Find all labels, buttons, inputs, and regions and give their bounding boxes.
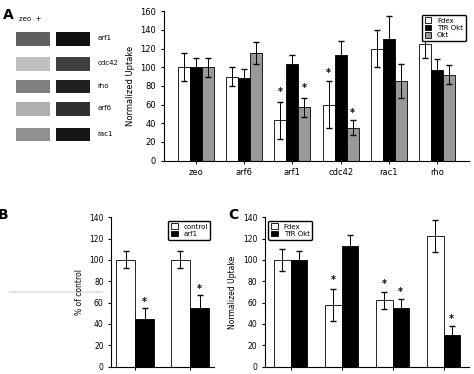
Bar bbox=[135, 319, 155, 367]
Text: *: * bbox=[382, 279, 387, 289]
Text: C: C bbox=[228, 208, 238, 222]
Bar bbox=[431, 70, 443, 160]
Y-axis label: % of control: % of control bbox=[74, 269, 83, 315]
Bar bbox=[325, 305, 342, 367]
Bar bbox=[190, 67, 202, 160]
Bar bbox=[443, 75, 456, 160]
Bar bbox=[286, 64, 299, 160]
Y-axis label: Normalized Uptake: Normalized Uptake bbox=[126, 46, 135, 126]
Bar bbox=[419, 44, 431, 160]
Bar bbox=[226, 77, 238, 160]
FancyBboxPatch shape bbox=[16, 32, 50, 46]
Text: B: B bbox=[0, 208, 9, 222]
Bar bbox=[291, 260, 307, 367]
Bar bbox=[371, 49, 383, 160]
Bar bbox=[376, 300, 392, 367]
Text: *: * bbox=[350, 108, 355, 117]
Bar bbox=[392, 308, 409, 367]
Text: rho: rho bbox=[98, 83, 109, 89]
Bar bbox=[116, 260, 135, 367]
FancyBboxPatch shape bbox=[56, 32, 90, 46]
Text: zeo  +: zeo + bbox=[19, 16, 42, 22]
Text: control: control bbox=[14, 293, 36, 298]
Bar bbox=[274, 260, 291, 367]
Legend: Fdex, TfR Okt, Okt: Fdex, TfR Okt, Okt bbox=[422, 15, 466, 41]
Bar bbox=[274, 120, 286, 160]
Bar bbox=[299, 107, 310, 160]
Bar bbox=[178, 67, 190, 160]
Legend: control, arf1: control, arf1 bbox=[168, 221, 210, 240]
Text: arf1: arf1 bbox=[98, 35, 111, 41]
Bar bbox=[190, 308, 209, 367]
Text: *: * bbox=[331, 276, 336, 285]
FancyBboxPatch shape bbox=[56, 80, 90, 94]
Y-axis label: Normalized Uptake: Normalized Uptake bbox=[228, 255, 237, 328]
Bar bbox=[335, 55, 346, 160]
FancyBboxPatch shape bbox=[16, 102, 50, 116]
Text: *: * bbox=[326, 68, 331, 79]
Bar bbox=[171, 260, 190, 367]
Legend: Fdex, TfR Okt: Fdex, TfR Okt bbox=[268, 221, 312, 240]
Text: *: * bbox=[302, 83, 307, 94]
FancyBboxPatch shape bbox=[56, 102, 90, 116]
FancyBboxPatch shape bbox=[56, 58, 90, 71]
Bar bbox=[444, 334, 460, 367]
Text: arf6: arf6 bbox=[98, 105, 111, 111]
Text: *: * bbox=[142, 297, 147, 307]
Bar bbox=[322, 104, 335, 160]
Bar bbox=[427, 236, 444, 367]
Bar bbox=[346, 128, 359, 160]
Bar bbox=[202, 67, 214, 160]
Text: *: * bbox=[278, 87, 283, 97]
Text: *: * bbox=[449, 314, 454, 324]
Bar bbox=[383, 39, 395, 160]
Bar bbox=[250, 53, 262, 160]
Bar bbox=[395, 81, 407, 160]
Bar bbox=[342, 246, 358, 367]
FancyBboxPatch shape bbox=[16, 58, 50, 71]
Text: *: * bbox=[398, 287, 403, 297]
Text: cdc42: cdc42 bbox=[98, 61, 118, 67]
Text: rac1: rac1 bbox=[98, 131, 113, 137]
Bar bbox=[238, 79, 250, 160]
Text: arf1: arf1 bbox=[14, 359, 27, 364]
FancyBboxPatch shape bbox=[16, 128, 50, 141]
Text: A: A bbox=[3, 8, 14, 22]
Text: *: * bbox=[197, 284, 202, 294]
FancyBboxPatch shape bbox=[16, 80, 50, 94]
FancyBboxPatch shape bbox=[56, 128, 90, 141]
